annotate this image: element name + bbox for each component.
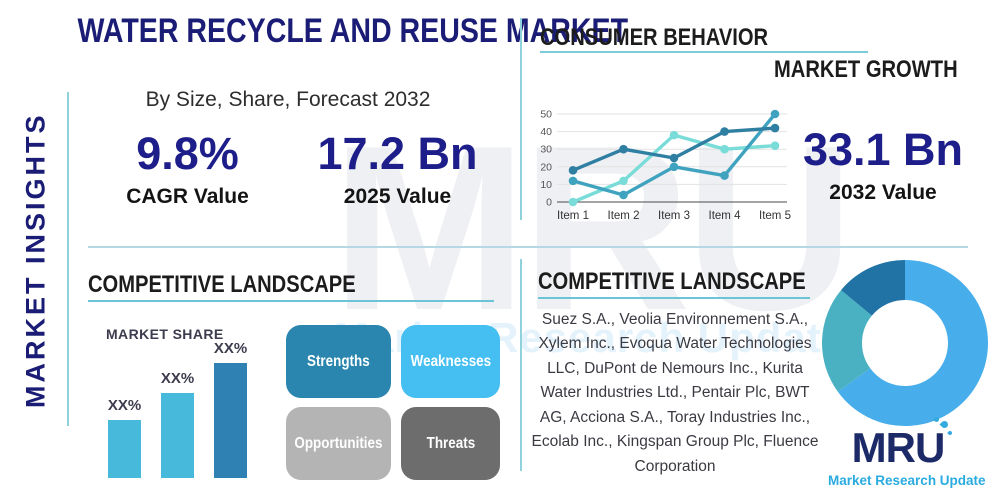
page-title: WATER RECYCLE AND REUSE MARKET — [77, 12, 629, 50]
stat-cagr: 9.8% CAGR Value — [100, 126, 275, 209]
bar-column-2: XX% — [161, 370, 194, 478]
competitive-landscape-left-underline — [88, 300, 494, 302]
svg-text:0: 0 — [546, 197, 552, 209]
bar-column-3: XX% — [214, 340, 247, 478]
cagr-label: CAGR Value — [126, 185, 249, 208]
label-2025: 2025 Value — [343, 185, 452, 208]
middle-vertical-divider-bottom — [520, 259, 522, 471]
swot-opportunities: Opportunities — [286, 407, 391, 480]
svg-text:Item 3: Item 3 — [658, 210, 690, 222]
mru-logo: MRU Market Research Update — [828, 415, 986, 488]
market-growth-heading: MARKET GROWTH — [774, 56, 958, 83]
market-growth-line-chart: 0 10 20 30 40 50 Item 1 Item 2 Item 3 Item 4 Item … — [540, 109, 791, 223]
swot-threats: Threats — [400, 407, 500, 480]
competitive-landscape-right-heading: COMPETITIVE LANDSCAPE — [538, 268, 806, 295]
competitive-landscape-right-underline — [538, 297, 810, 299]
market-share-donut-chart — [822, 260, 988, 426]
svg-text:40: 40 — [540, 126, 552, 138]
value-2025: 17.2 Bn — [317, 128, 478, 179]
main-horizontal-divider — [88, 246, 968, 248]
swot-weaknesses: Weaknesses — [400, 325, 500, 398]
bar-2 — [161, 393, 194, 478]
bar-column-1: XX% — [108, 397, 141, 478]
competitive-landscape-left-heading: COMPETITIVE LANDSCAPE — [88, 271, 356, 298]
consumer-behavior-heading: CONSUMER BEHAVIOR — [540, 24, 769, 51]
svg-text:Item 1: Item 1 — [557, 210, 589, 222]
consumer-behavior-underline — [540, 51, 868, 53]
bar-value-label-3: XX% — [213, 340, 248, 357]
bar-1 — [108, 420, 141, 478]
svg-text:20: 20 — [540, 161, 552, 173]
left-vertical-divider — [67, 92, 69, 426]
stat-2032-value: 33.1 Bn 2032 Value — [793, 122, 973, 205]
svg-text:Item 2: Item 2 — [608, 210, 640, 222]
mru-logo-tagline: Market Research Update — [828, 473, 986, 488]
svg-text:50: 50 — [540, 109, 552, 121]
market-share-bar-chart: MARKET SHARE XX% XX% XX% — [106, 326, 266, 478]
swot-quadrant: Strengths Weaknesses Opportunities Threa… — [286, 325, 500, 480]
company-list: Suez S.A., Veolia Environnement S.A., Xy… — [531, 311, 819, 475]
label-2032: 2032 Value — [829, 181, 937, 204]
value-2032: 33.1 Bn — [802, 124, 964, 175]
bar-value-label-2: XX% — [160, 370, 195, 387]
svg-text:30: 30 — [540, 144, 552, 156]
stat-2025-value: 17.2 Bn 2025 Value — [305, 126, 490, 209]
page-subtitle: By Size, Share, Forecast 2032 — [145, 88, 431, 111]
svg-text:Item 4: Item 4 — [709, 210, 742, 222]
water-drop-icon — [947, 430, 954, 436]
svg-text:10: 10 — [540, 179, 552, 191]
swot-strengths: Strengths — [286, 325, 391, 398]
bar-value-label-1: XX% — [107, 397, 142, 414]
bar-chart-title: MARKET SHARE — [106, 326, 224, 342]
svg-text:Item 5: Item 5 — [759, 210, 791, 222]
bar-3 — [214, 363, 247, 478]
middle-vertical-divider-top — [520, 18, 522, 220]
bar-row: XX% XX% XX% — [108, 340, 247, 478]
vertical-section-label: MARKET INSIGHTS — [20, 112, 51, 408]
mru-logo-text: MRU — [852, 415, 954, 469]
cagr-value: 9.8% — [136, 128, 239, 179]
